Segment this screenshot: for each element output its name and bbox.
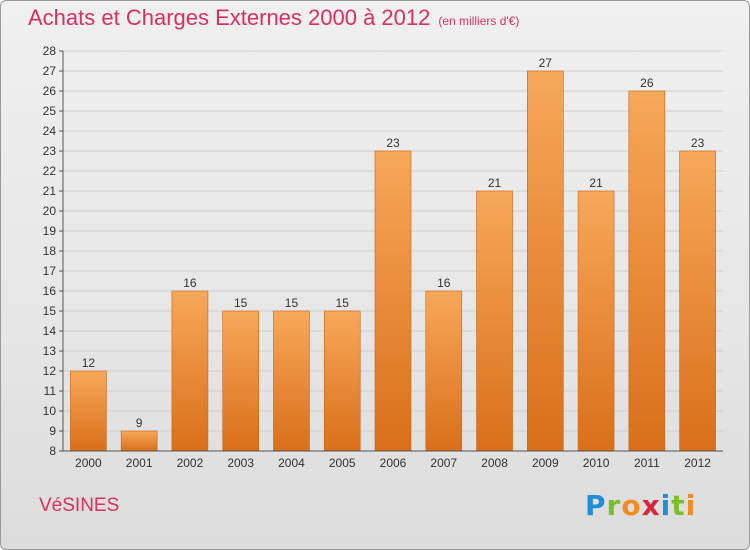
y-tick-label: 18 xyxy=(43,244,57,258)
bar-2001 xyxy=(120,430,158,452)
y-tick-label: 19 xyxy=(43,224,57,238)
data-labels: 12 9 16 15 15 15 23 16 21 27 21 26 23 xyxy=(82,56,705,430)
y-tick-label: 27 xyxy=(43,64,57,78)
data-label: 21 xyxy=(589,176,603,190)
x-tick-labels: 2000 2001 2002 2003 2004 2005 2006 2007 2008 2009… xyxy=(75,456,711,470)
y-tick-label: 11 xyxy=(44,384,57,398)
logo-letter: P xyxy=(585,489,607,522)
bar-2011 xyxy=(628,90,666,452)
commune-name: VéSINES xyxy=(39,495,120,516)
chart-title: Achats et Charges Externes 2000 à 2012 xyxy=(28,5,431,30)
bar-2005 xyxy=(323,310,361,452)
y-tick-label: 14 xyxy=(43,324,57,338)
logo-letter: t xyxy=(671,489,686,522)
logo-letter: r xyxy=(606,489,622,522)
data-label: 26 xyxy=(640,76,654,90)
bars xyxy=(70,70,716,452)
data-label: 23 xyxy=(386,136,400,150)
y-tick-label: 21 xyxy=(43,184,57,198)
data-label: 15 xyxy=(336,296,350,310)
y-tick-label: 10 xyxy=(43,404,57,418)
data-label: 21 xyxy=(488,176,502,190)
data-label: 16 xyxy=(183,276,197,290)
bar-2012 xyxy=(679,150,716,452)
x-tick-label: 2012 xyxy=(684,456,711,470)
y-tick-label: 28 xyxy=(43,44,57,58)
x-tick-label: 2000 xyxy=(75,456,102,470)
data-label: 9 xyxy=(136,416,143,430)
x-tick-label: 2007 xyxy=(430,456,457,470)
y-tick-label: 9 xyxy=(49,424,56,438)
y-tick-label: 13 xyxy=(43,344,57,358)
y-tick-label: 12 xyxy=(43,364,57,378)
proxiti-logo[interactable]: Proxiti xyxy=(585,489,696,522)
x-tick-label: 2006 xyxy=(380,456,407,470)
axes xyxy=(59,50,723,452)
x-tick-label: 2009 xyxy=(532,456,559,470)
x-tick-label: 2001 xyxy=(126,456,153,470)
x-tick-label: 2010 xyxy=(583,456,610,470)
chart-header: Achats et Charges Externes 2000 à 2012 (e… xyxy=(28,5,519,31)
bar-2010 xyxy=(577,190,615,452)
y-tick-label: 17 xyxy=(43,264,57,278)
x-tick-label: 2005 xyxy=(329,456,356,470)
x-tick-label: 2002 xyxy=(177,456,204,470)
bar-2002 xyxy=(171,290,209,452)
bar-2008 xyxy=(476,190,513,452)
chart-unit: (en milliers d'€) xyxy=(438,14,520,28)
logo-letter: o xyxy=(621,489,642,522)
data-label: 15 xyxy=(234,296,248,310)
bar-2000 xyxy=(70,370,107,452)
data-label: 15 xyxy=(285,296,299,310)
x-tick-label: 2004 xyxy=(278,456,305,470)
logo-letter: i xyxy=(685,489,697,522)
data-label: 23 xyxy=(691,136,705,150)
x-tick-label: 2003 xyxy=(227,456,254,470)
y-tick-labels: 8 9 10 11 12 13 14 15 16 17 18 19 20 21 22 23 24 25 26 27 28 xyxy=(43,44,57,458)
data-label: 27 xyxy=(539,56,553,70)
logo-letter: i xyxy=(660,489,672,522)
bar-2007 xyxy=(425,290,463,452)
y-tick-label: 23 xyxy=(43,144,57,158)
bar-2004 xyxy=(273,310,310,452)
y-tick-label: 25 xyxy=(43,104,57,118)
y-tick-label: 24 xyxy=(43,124,57,138)
bar-2006 xyxy=(374,150,412,452)
data-label: 16 xyxy=(437,276,451,290)
y-tick-label: 26 xyxy=(43,84,57,98)
y-tick-label: 22 xyxy=(43,164,57,178)
data-label: 12 xyxy=(82,356,96,370)
bar-2003 xyxy=(222,310,259,452)
logo-letter: x xyxy=(641,489,661,522)
x-tick-label: 2011 xyxy=(634,456,660,470)
x-tick-label: 2008 xyxy=(481,456,508,470)
y-tick-label: 16 xyxy=(43,284,57,298)
y-tick-label: 8 xyxy=(49,444,56,458)
y-tick-label: 15 xyxy=(43,304,57,318)
y-tick-label: 20 xyxy=(43,204,57,218)
bar-2009 xyxy=(527,70,564,452)
